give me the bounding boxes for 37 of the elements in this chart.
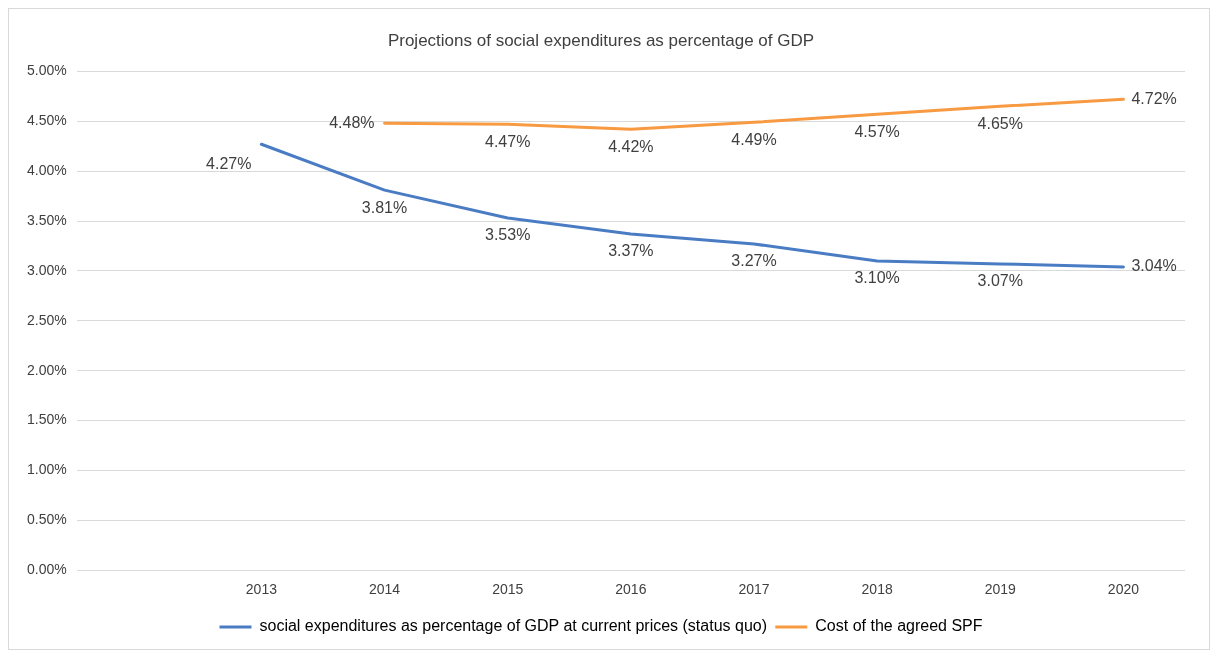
data-label: 3.27% bbox=[731, 252, 777, 270]
y-tick-label: 2.00% bbox=[26, 361, 67, 378]
y-tick-label: 3.50% bbox=[26, 211, 67, 228]
y-tick-label: 5.00% bbox=[26, 62, 67, 79]
y-tick-label: 0.50% bbox=[26, 511, 67, 528]
x-tick-label: 2016 bbox=[615, 581, 647, 598]
data-label: 3.04% bbox=[1131, 257, 1177, 275]
data-label: 3.07% bbox=[977, 272, 1023, 290]
data-label: 4.49% bbox=[731, 130, 777, 148]
y-tick-label: 0.00% bbox=[26, 561, 67, 578]
x-tick-label: 2019 bbox=[984, 581, 1017, 598]
chart-title: Projections of social expenditures as percentage of GDP bbox=[387, 30, 815, 50]
data-label: 3.81% bbox=[361, 198, 408, 216]
data-label: 3.10% bbox=[854, 269, 900, 287]
x-tick-label: 2014 bbox=[368, 581, 401, 598]
data-label: 4.72% bbox=[1131, 89, 1177, 107]
y-tick-label: 2.50% bbox=[26, 311, 67, 328]
x-tick-label: 2017 bbox=[738, 581, 770, 598]
y-tick-label: 4.50% bbox=[26, 112, 67, 129]
data-label: 4.57% bbox=[854, 122, 900, 140]
y-tick-label: 4.00% bbox=[26, 162, 67, 179]
y-tick-label: 1.50% bbox=[26, 411, 67, 428]
y-tick-label: 1.00% bbox=[26, 461, 67, 478]
data-label: 3.53% bbox=[485, 226, 531, 244]
x-tick-label: 2015 bbox=[492, 581, 524, 598]
data-label: 3.37% bbox=[608, 242, 654, 260]
data-label: 4.65% bbox=[977, 114, 1023, 132]
x-tick-label: 2013 bbox=[245, 581, 278, 598]
legend-label: Cost of the agreed SPF bbox=[815, 617, 983, 635]
x-tick-label: 2018 bbox=[861, 581, 893, 598]
legend-label: social expenditures as percentage of GDP at current prices (status quo) bbox=[259, 617, 768, 635]
data-label: 4.47% bbox=[485, 132, 531, 150]
y-tick-label: 3.00% bbox=[26, 261, 67, 278]
data-label: 4.42% bbox=[608, 137, 654, 155]
data-label: 4.48% bbox=[329, 113, 375, 131]
data-label: 4.27% bbox=[206, 154, 252, 172]
x-tick-label: 2020 bbox=[1107, 581, 1140, 598]
